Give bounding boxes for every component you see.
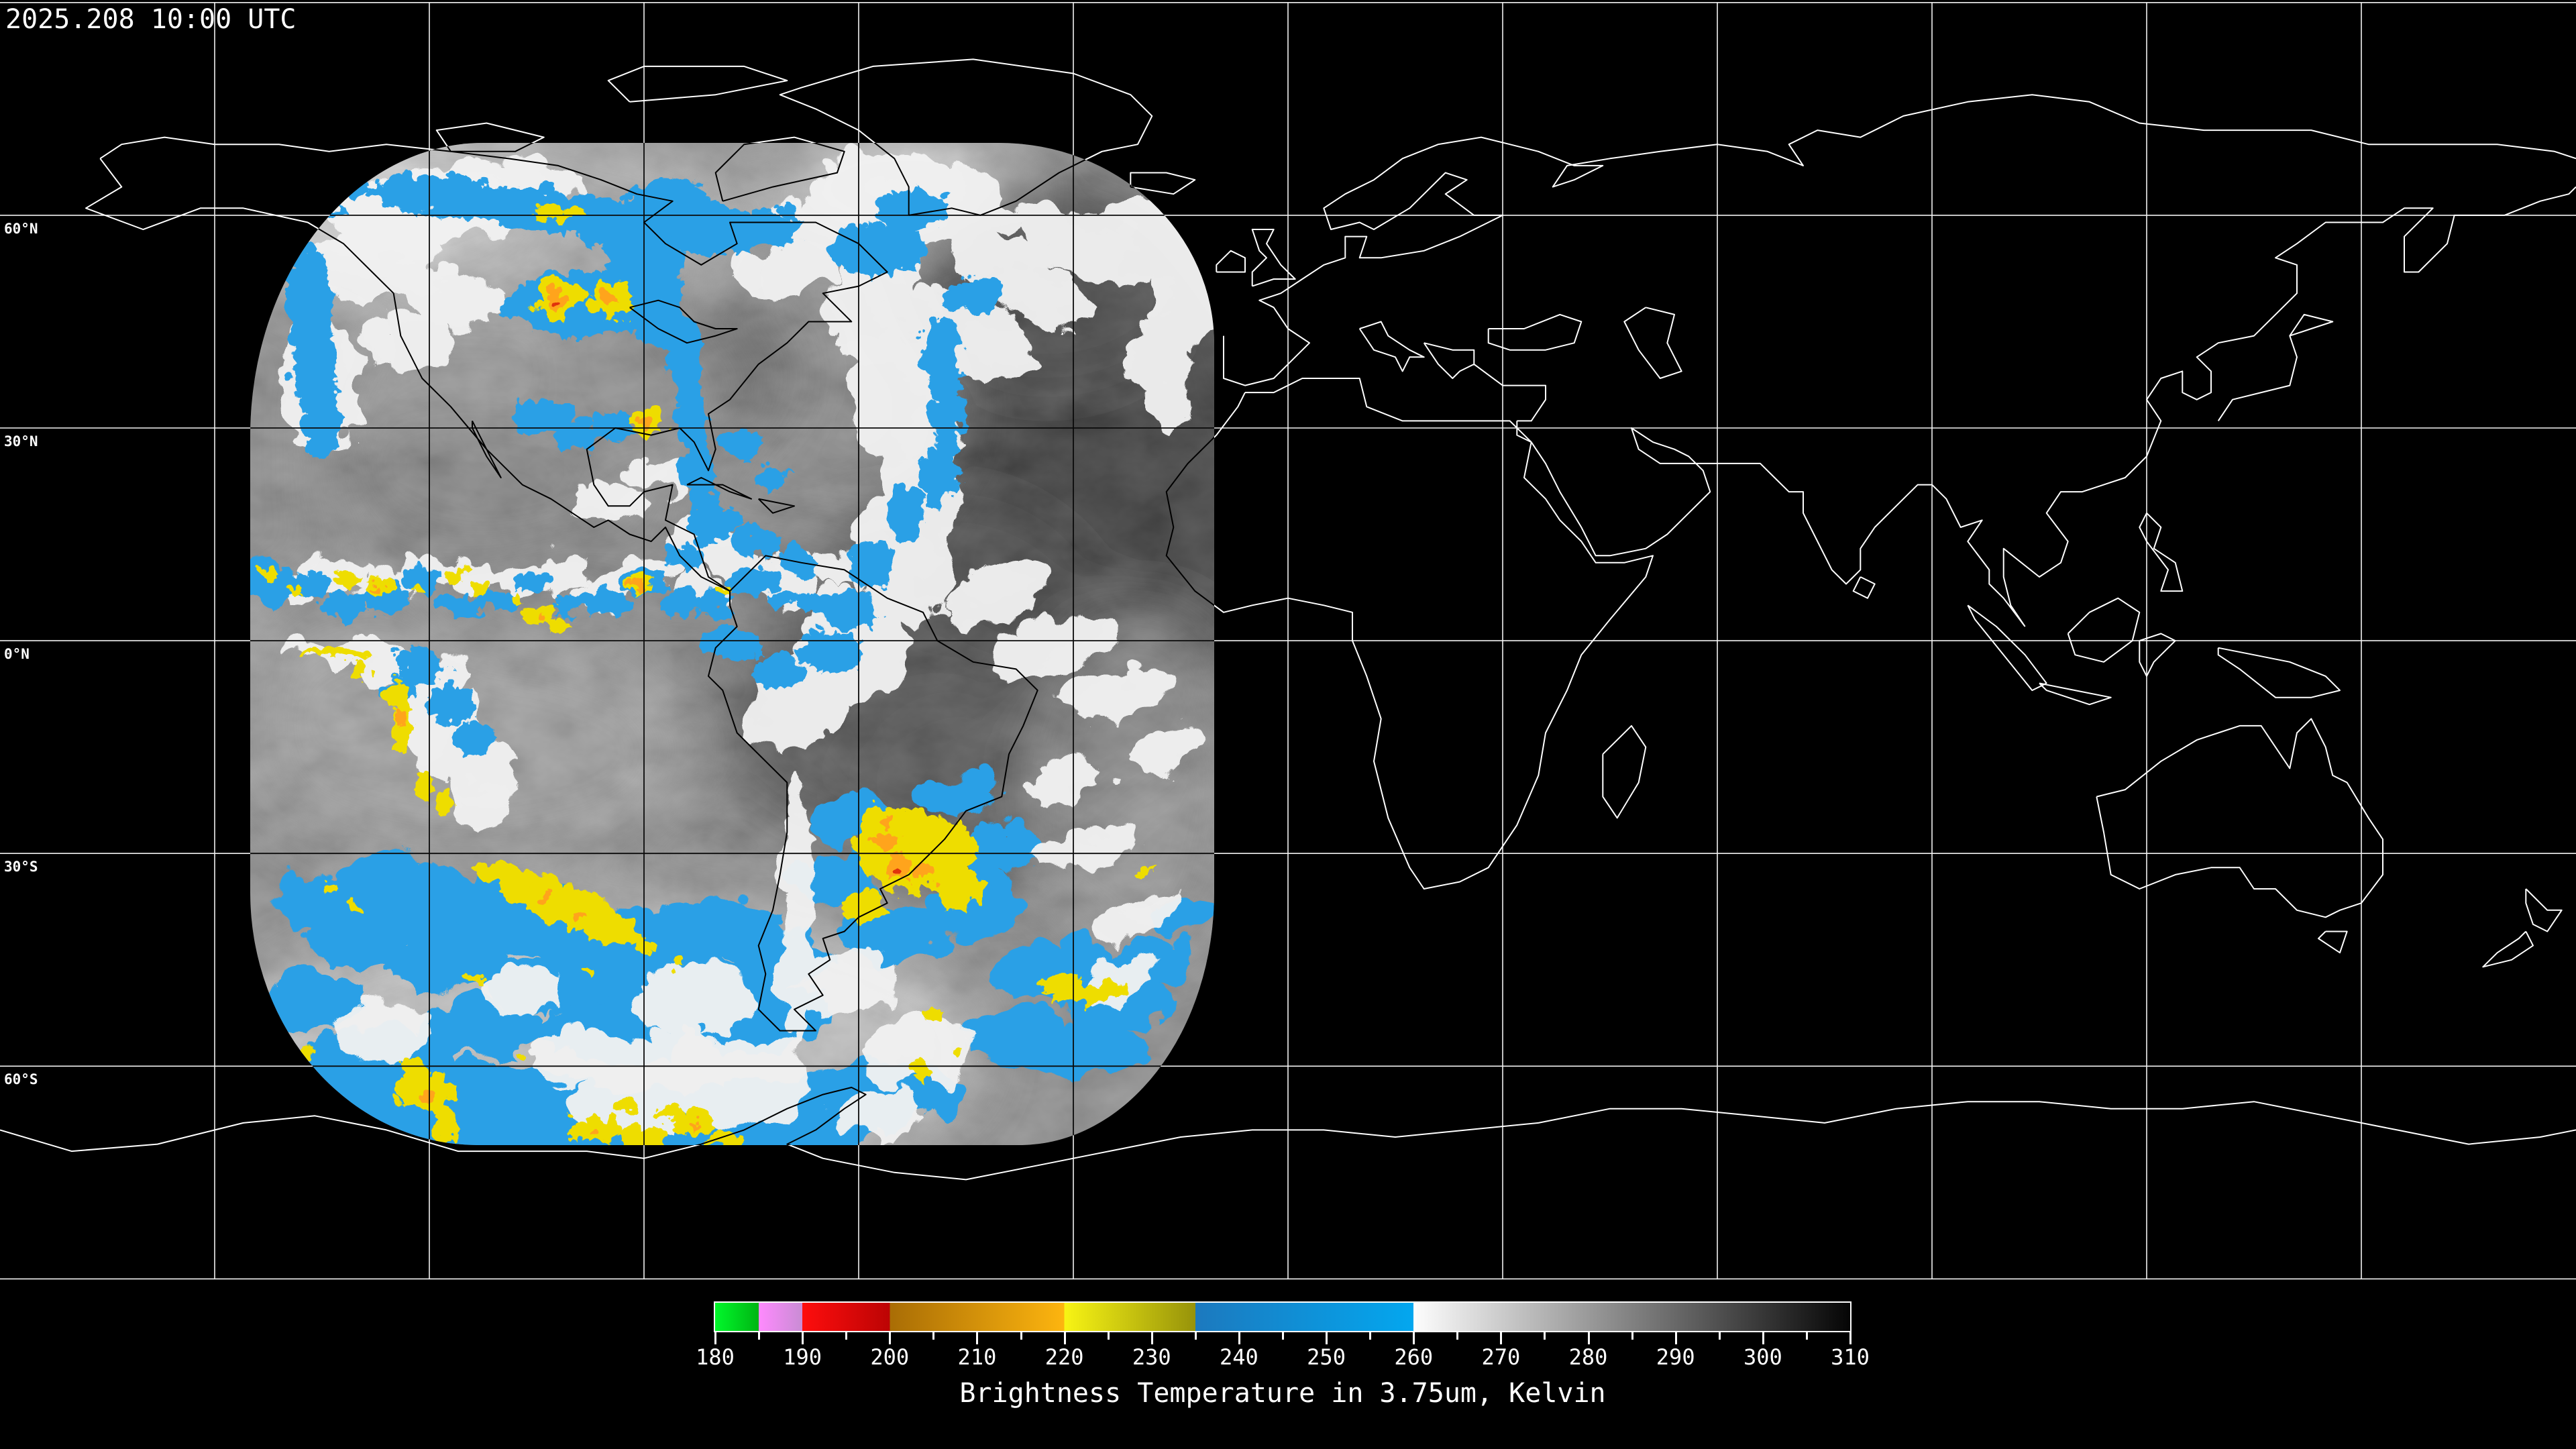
colorbar-tick [1805,1332,1808,1340]
latitude-label: 60°S [4,1071,38,1088]
colorbar-tick [1631,1332,1633,1340]
colorbar-tick [1413,1332,1415,1344]
latitude-label: 30°S [4,859,38,875]
colorbar-tick [1020,1332,1022,1340]
colorbar-tick-label: 290 [1656,1344,1695,1370]
colorbar-tick-label: 300 [1743,1344,1782,1370]
colorbar-tick-label: 250 [1307,1344,1346,1370]
colorbar-gradient [714,1301,1851,1332]
colorbar-tick-label: 280 [1568,1344,1608,1370]
extreme-cloud-orange [364,287,930,1130]
white-cloud-masses [255,143,1212,1134]
colorbar-tick [714,1332,716,1344]
colorbar-tick [1544,1332,1546,1340]
timestamp-label: 2025.208 10:00 UTC [5,4,297,35]
colorbar-tick [976,1332,979,1344]
colorbar-tick [1194,1332,1197,1340]
colorbar-tick-label: 230 [1132,1344,1171,1370]
colorbar-tick [1587,1332,1590,1344]
colorbar-legend: 180 190 200 210 220 230 240 250 260 270 280 290 300 3… [696,1301,1870,1409]
colorbar-tick [1326,1332,1328,1344]
colorbar-tick [932,1332,935,1340]
colorbar-tick [1762,1332,1764,1344]
colorbar-tick [1500,1332,1503,1344]
colorbar-tick-label: 220 [1044,1344,1084,1370]
latitude-label: 30°N [4,433,38,449]
colorbar-tick-label: 260 [1394,1344,1434,1370]
colorbar-tick-label: 270 [1481,1344,1521,1370]
latitude-label: 0°N [4,646,30,663]
colorbar-tick [758,1332,761,1340]
colorbar-tick [1674,1332,1677,1344]
colorbar-tick-label: 180 [696,1344,735,1370]
colorbar-tick [889,1332,892,1344]
colorbar-tick [1456,1332,1459,1340]
colorbar-tick [1238,1332,1240,1344]
colorbar-tick-label: 200 [870,1344,910,1370]
colorbar-tick [1107,1332,1110,1340]
colorbar-tick [1282,1332,1284,1340]
colorbar-tick [1849,1332,1851,1344]
colorbar-tick-label: 310 [1831,1344,1870,1370]
colorbar-tick [1150,1332,1153,1344]
colorbar-tick-label: 210 [957,1344,997,1370]
colorbar-tick-label: 240 [1220,1344,1258,1370]
colorbar-tick [802,1332,804,1344]
colorbar-tick [1718,1332,1721,1340]
latitude-label: 60°N [4,220,38,237]
graticule-inside [250,143,1214,1145]
colorbar-tick [845,1332,848,1340]
coastlines-inside [250,143,1214,1145]
extreme-cloud-red [546,294,898,869]
colorbar-title: Brightness Temperature in 3.75um, Kelvin [959,1378,1606,1409]
colorbar-tick [1369,1332,1372,1340]
colorbar-tick [1063,1332,1066,1344]
colorbar-tick-label: 190 [783,1344,822,1370]
